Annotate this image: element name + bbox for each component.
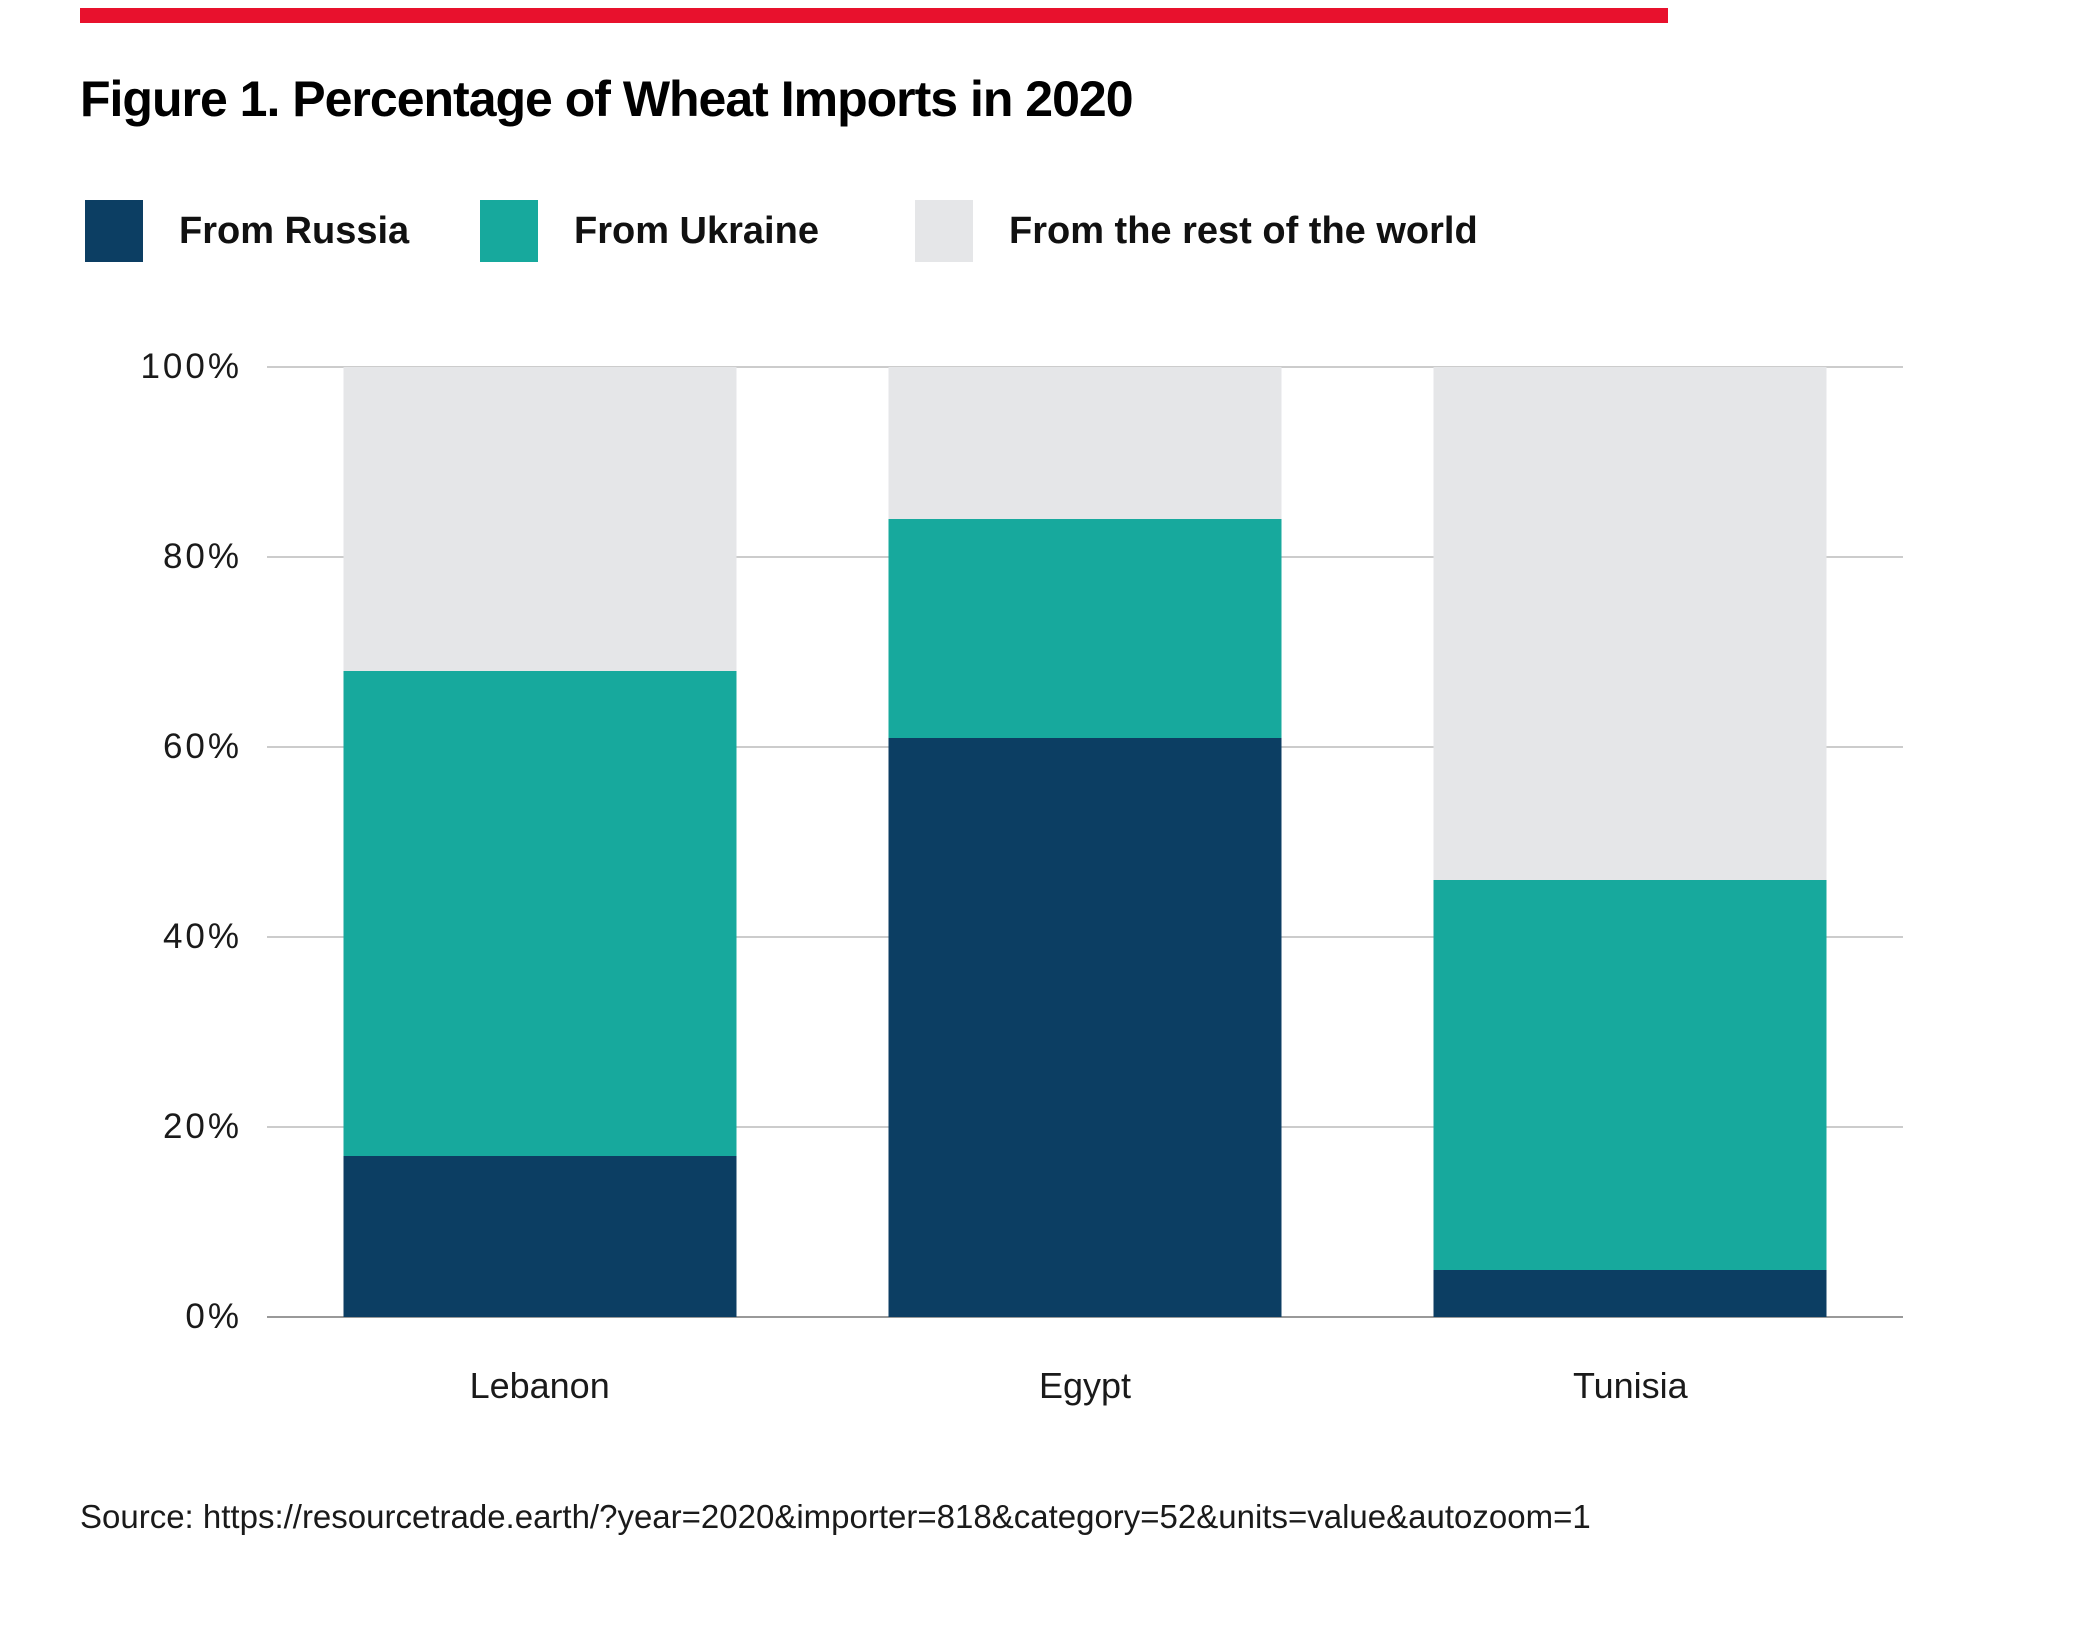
bar-segment-lebanon-from-ukraine xyxy=(343,671,737,1156)
chart-legend: From Russia From Ukraine From the rest o… xyxy=(0,200,2084,270)
bar-lebanon xyxy=(343,367,737,1317)
bar-segment-tunisia-from-russia xyxy=(1433,1269,1827,1317)
legend-item-ukraine: From Ukraine xyxy=(480,200,819,262)
legend-label-ukraine: From Ukraine xyxy=(574,209,819,252)
bar-egypt xyxy=(888,367,1282,1317)
bar-segment-tunisia-from-ukraine xyxy=(1433,880,1827,1270)
legend-swatch-ukraine xyxy=(480,200,538,262)
x-tick-label-tunisia: Tunisia xyxy=(1572,1365,1688,1406)
y-tick-label-80: 80% xyxy=(162,537,242,576)
source-citation: Source: https://resourcetrade.earth/?yea… xyxy=(80,1498,1591,1535)
x-tick-label-lebanon: Lebanon xyxy=(469,1365,610,1406)
x-tick-label-egypt: Egypt xyxy=(1038,1365,1132,1406)
y-tick-label-100: 100% xyxy=(140,347,242,386)
y-tick-label-0: 0% xyxy=(185,1297,242,1336)
bar-tunisia xyxy=(1433,367,1827,1317)
bar-segment-egypt-from-russia xyxy=(888,737,1282,1317)
bar-segment-lebanon-from-the-rest-of-the-world xyxy=(343,367,737,671)
figure-title: Figure 1. Percentage of Wheat Imports in… xyxy=(80,71,1134,127)
y-tick-label-40: 40% xyxy=(162,917,242,956)
y-tick-label-60: 60% xyxy=(162,727,242,766)
legend-label-russia: From Russia xyxy=(179,209,410,252)
legend-item-russia: From Russia xyxy=(85,200,409,262)
legend-swatch-russia xyxy=(85,200,143,262)
bar-segment-egypt-from-the-rest-of-the-world xyxy=(888,367,1282,519)
legend-label-rest-of-world: From the rest of the world xyxy=(1009,209,1478,252)
bar-segment-tunisia-from-the-rest-of-the-world xyxy=(1433,367,1827,880)
bar-segment-lebanon-from-russia xyxy=(343,1155,737,1317)
plot-area: 0% 20% 40% 60% 80% 100% Lebanon Egypt Tunisia xyxy=(140,347,1903,1406)
bar-segment-egypt-from-ukraine xyxy=(888,519,1282,738)
legend-item-rest-of-world: From the rest of the world xyxy=(915,200,1478,262)
legend-swatch-rest-of-world xyxy=(915,200,973,262)
y-tick-label-20: 20% xyxy=(162,1107,242,1146)
red-accent-bar xyxy=(80,8,1668,23)
gridline-0 xyxy=(267,1316,1903,1318)
